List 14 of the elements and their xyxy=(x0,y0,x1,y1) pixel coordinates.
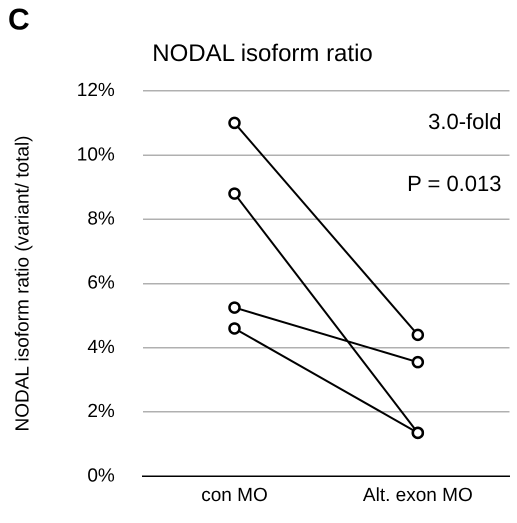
x-tick-label: con MO xyxy=(201,484,268,506)
x-tick-label: Alt. exon MO xyxy=(362,484,473,506)
y-tick-label: 0% xyxy=(87,465,115,486)
y-tick-label: 10% xyxy=(76,144,115,166)
y-tick-label: 12% xyxy=(76,80,115,102)
y-axis-title: NODAL isoform ratio (variant/ total) xyxy=(12,136,34,432)
text: C xyxy=(8,3,30,36)
y-tick-label: 4% xyxy=(87,336,115,358)
y-tick-label: 2% xyxy=(87,401,115,422)
y-tick-label: 6% xyxy=(87,272,115,294)
chart-title: NODAL isoform ratio xyxy=(152,40,373,68)
annotation: 3.0-fold xyxy=(428,108,502,134)
annotation: P = 0.013 xyxy=(407,170,502,196)
y-tick-label: 8% xyxy=(87,208,115,230)
